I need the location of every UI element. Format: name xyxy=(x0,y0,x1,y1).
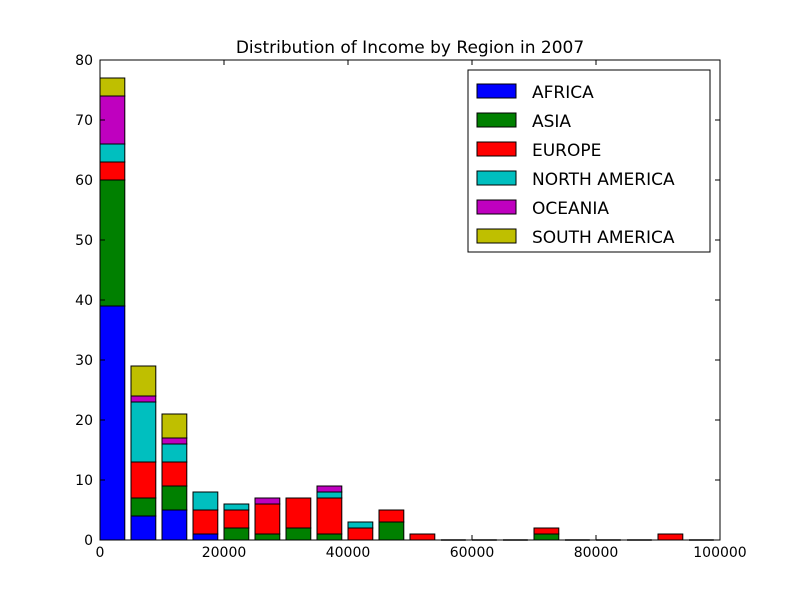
y-tick-label: 70 xyxy=(75,113,93,129)
x-tick-label: 100000 xyxy=(693,545,746,561)
legend-label-africa: AFRICA xyxy=(532,83,594,103)
bar-segment-asia-70000 xyxy=(533,533,560,541)
bar-segment-asia-30000 xyxy=(285,527,312,541)
bar-segment-asia-10000 xyxy=(161,485,188,511)
legend-label-asia: ASIA xyxy=(532,112,571,132)
bar-segment-asia-0 xyxy=(99,179,126,307)
bar-segment-north-america-40000 xyxy=(347,521,374,529)
y-tick-label: 60 xyxy=(75,173,93,189)
bar-segment-north-america-35000 xyxy=(316,491,343,499)
bar-segment-oceania-5000 xyxy=(130,395,157,403)
y-tick-label: 80 xyxy=(75,53,93,69)
bar-segment-asia-20000 xyxy=(223,527,250,541)
chart-title: Distribution of Income by Region in 2007 xyxy=(236,38,584,58)
bar-segment-south-america-10000 xyxy=(161,413,188,439)
legend-swatch-south-america xyxy=(476,228,517,244)
bar-segment-europe-10000 xyxy=(161,461,188,487)
legend-label-oceania: OCEANIA xyxy=(532,199,609,219)
bar-segment-north-america-15000 xyxy=(192,491,219,511)
bar-segment-south-america-5000 xyxy=(130,365,157,397)
legend-label-europe: EUROPE xyxy=(532,141,601,161)
y-tick-label: 40 xyxy=(75,293,93,309)
legend-label-north-america: NORTH AMERICA xyxy=(532,170,675,190)
bar-segment-europe-20000 xyxy=(223,509,250,529)
legend-swatch-oceania xyxy=(476,199,517,215)
bar-segment-europe-5000 xyxy=(130,461,157,499)
bar-segment-europe-45000 xyxy=(378,509,405,523)
bar-segment-asia-25000 xyxy=(254,533,281,541)
bar-segment-europe-15000 xyxy=(192,509,219,535)
x-tick-label: 0 xyxy=(96,545,105,561)
y-tick-label: 10 xyxy=(75,473,93,489)
bar-segment-africa-10000 xyxy=(161,509,188,541)
y-tick-label: 50 xyxy=(75,233,93,249)
bar-segment-asia-5000 xyxy=(130,497,157,517)
x-tick-label: 60000 xyxy=(450,545,495,561)
legend-swatch-asia xyxy=(476,112,517,128)
bar-segment-north-america-0 xyxy=(99,143,126,163)
y-tick-label: 20 xyxy=(75,413,93,429)
legend-box xyxy=(467,69,711,253)
bar-segment-europe-90000 xyxy=(657,533,684,541)
bar-segment-africa-0 xyxy=(99,305,126,541)
bar-segment-asia-45000 xyxy=(378,521,405,541)
bar-segment-europe-70000 xyxy=(533,527,560,535)
bar-segment-europe-50000 xyxy=(409,533,436,541)
bar-segment-europe-0 xyxy=(99,161,126,181)
x-tick-label: 80000 xyxy=(574,545,619,561)
bar-segment-north-america-20000 xyxy=(223,503,250,511)
axes-group: 0 20000 40000 60000 80000 100000 0 10 20 30 40 50 60… xyxy=(75,53,747,561)
legend-label-south-america: SOUTH AMERICA xyxy=(532,228,675,248)
bar-segment-oceania-25000 xyxy=(254,497,281,505)
bar-segment-europe-30000 xyxy=(285,497,312,529)
bar-segment-oceania-10000 xyxy=(161,437,188,445)
legend: AFRICA ASIA EUROPE NORTH AMERICA OCEANIA SOUT… xyxy=(467,69,711,253)
bar-segment-oceania-35000 xyxy=(316,485,343,493)
bar-segment-africa-15000 xyxy=(192,533,219,541)
bar-segment-asia-35000 xyxy=(316,533,343,541)
legend-swatch-north-america xyxy=(476,170,517,186)
y-tick-label: 30 xyxy=(75,353,93,369)
bar-segment-south-america-0 xyxy=(99,77,126,97)
x-tick-label: 20000 xyxy=(202,545,247,561)
legend-swatch-europe xyxy=(476,141,517,157)
bar-segment-north-america-10000 xyxy=(161,443,188,463)
bar-segment-europe-25000 xyxy=(254,503,281,535)
bar-segment-europe-35000 xyxy=(316,497,343,535)
legend-swatch-africa xyxy=(476,83,517,99)
y-tick-label: 0 xyxy=(84,533,93,549)
x-tick-label: 40000 xyxy=(326,545,371,561)
bars-group xyxy=(99,77,714,541)
bar-segment-north-america-5000 xyxy=(130,401,157,463)
bar-segment-africa-5000 xyxy=(130,515,157,541)
bar-segment-europe-40000 xyxy=(347,527,374,541)
